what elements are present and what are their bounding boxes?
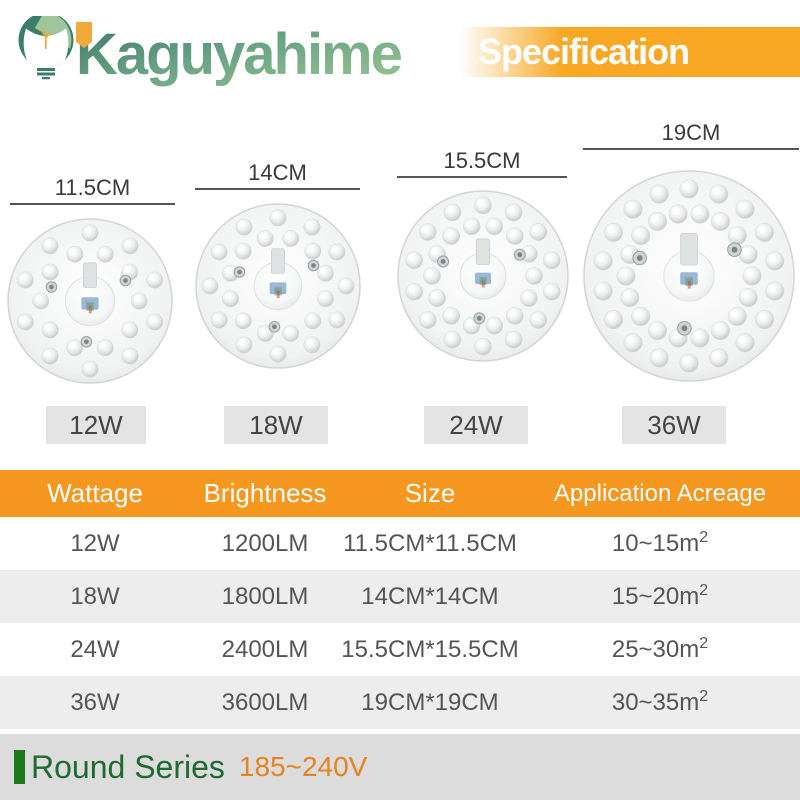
svg-text:Kaguyahime: Kaguyahime bbox=[76, 22, 402, 87]
